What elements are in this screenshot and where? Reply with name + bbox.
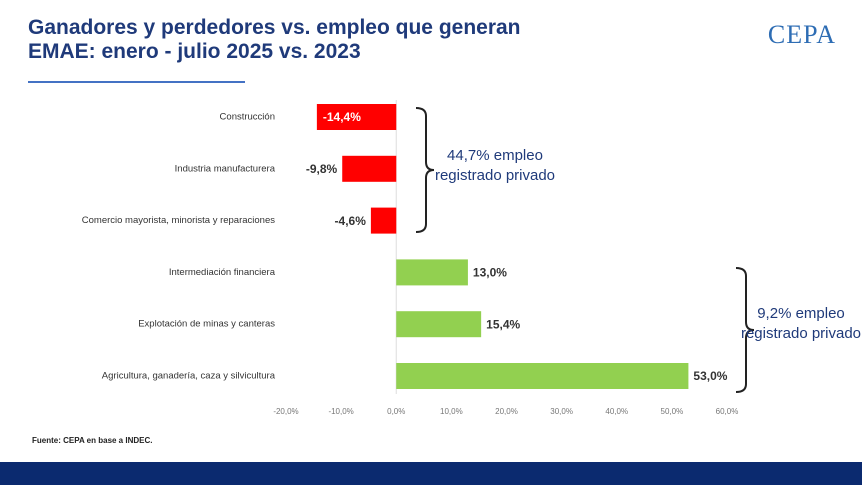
category-label: Construcción xyxy=(220,112,275,123)
x-tick-label: 30,0% xyxy=(550,407,573,416)
source: Fuente: CEPA en base a INDEC. xyxy=(32,436,153,445)
category-label: Comercio mayorista, minorista y reparaci… xyxy=(82,215,275,226)
x-tick-label: 20,0% xyxy=(495,407,518,416)
bar xyxy=(396,311,482,338)
x-tick-label: 10,0% xyxy=(440,407,463,416)
x-tick-label: 40,0% xyxy=(605,407,628,416)
x-tick-label: 50,0% xyxy=(661,407,684,416)
value-label: 15,4% xyxy=(486,317,520,331)
annotation: 9,2% empleo registrado privado xyxy=(740,305,862,342)
category-label: Explotación de minas y canteras xyxy=(138,319,275,330)
x-tick-label: -10,0% xyxy=(328,407,353,416)
chart-title: Ganadores y perdedores vs. empleo que ge… xyxy=(28,16,521,63)
x-tick-label: 0,0% xyxy=(387,407,405,416)
category-label: Intermediación financiera xyxy=(169,267,276,278)
value-label: 13,0% xyxy=(473,266,507,280)
x-tick-label: 60,0% xyxy=(716,407,739,416)
x-tick-label: -20,0% xyxy=(273,407,298,416)
value-label: -4,6% xyxy=(335,214,367,228)
bar xyxy=(396,363,689,389)
bar xyxy=(316,104,397,130)
value-label: -9,8% xyxy=(306,162,338,176)
footer-band xyxy=(0,462,862,485)
category-label: Agricultura, ganadería, caza y silvicult… xyxy=(102,371,276,382)
bracket xyxy=(735,267,755,393)
annotation: 44,7% empleo registrado privado xyxy=(434,147,556,184)
value-label: -14,4% xyxy=(323,110,361,124)
bar xyxy=(396,259,468,286)
bar xyxy=(342,155,397,182)
bracket xyxy=(415,107,435,233)
logo: CEPA xyxy=(767,20,836,49)
value-label: 53,0% xyxy=(693,369,727,383)
bar xyxy=(370,207,397,234)
category-label: Industria manufacturera xyxy=(175,163,276,174)
